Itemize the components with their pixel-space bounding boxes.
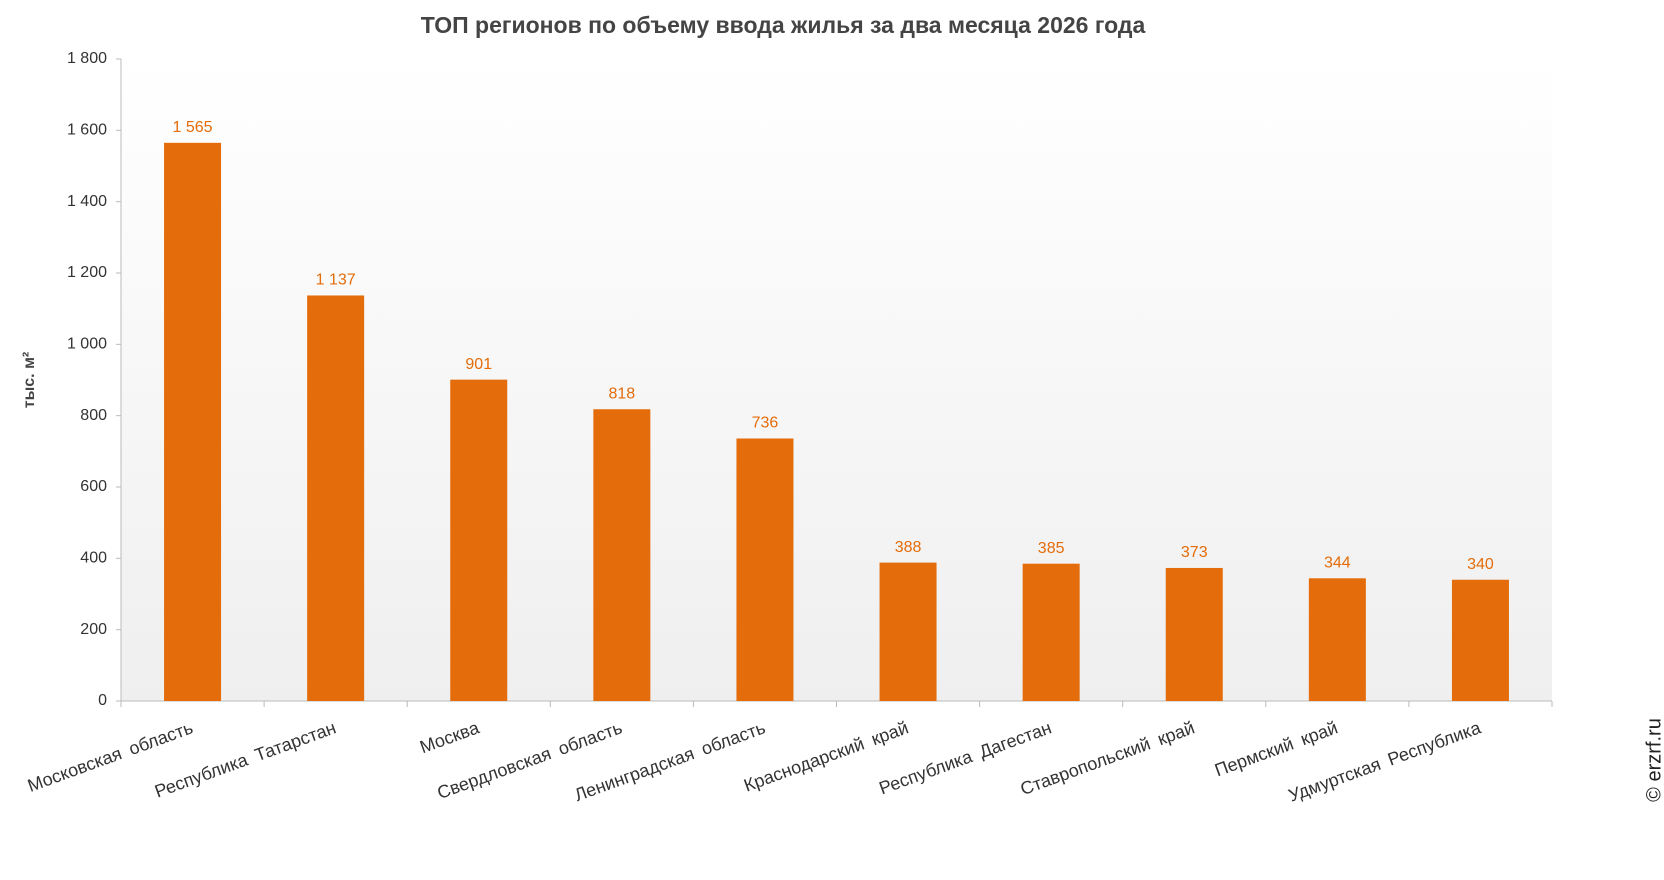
value-label: 373 — [1181, 544, 1208, 561]
y-tick-label: 400 — [80, 550, 107, 567]
x-tick-label: Москва — [417, 717, 483, 757]
y-tick-label: 1 200 — [67, 264, 107, 281]
value-label: 385 — [1038, 540, 1065, 557]
value-label: 736 — [752, 415, 779, 432]
y-tick-label: 1 400 — [67, 193, 107, 210]
x-tick-label: Пермский край — [1212, 717, 1340, 780]
y-tick-label: 1 800 — [67, 50, 107, 67]
bar — [1308, 578, 1366, 701]
bar — [307, 295, 365, 701]
bar — [879, 562, 937, 701]
y-tick-label: 200 — [80, 621, 107, 638]
y-axis-label: тыс. м² — [21, 352, 38, 408]
value-label: 388 — [895, 539, 922, 556]
y-tick-label: 0 — [98, 692, 107, 709]
bar — [1451, 579, 1509, 701]
bar — [450, 379, 508, 701]
value-label: 901 — [465, 356, 492, 373]
value-label: 818 — [608, 385, 635, 402]
y-tick-label: 800 — [80, 407, 107, 424]
y-tick-label: 600 — [80, 478, 107, 495]
value-label: 340 — [1467, 556, 1494, 573]
bar — [593, 409, 651, 701]
watermark: © erzrf.ru — [1643, 718, 1664, 802]
value-label: 344 — [1324, 555, 1351, 572]
chart-title: ТОП регионов по объему ввода жилья за дв… — [421, 12, 1146, 38]
bar — [1165, 567, 1223, 701]
bar — [164, 142, 222, 702]
value-label: 1 137 — [316, 272, 356, 289]
value-label: 1 565 — [173, 119, 213, 136]
y-tick-label: 1 000 — [67, 336, 107, 353]
bar — [1022, 563, 1080, 701]
y-tick-label: 1 600 — [67, 122, 107, 139]
bar — [736, 438, 794, 701]
